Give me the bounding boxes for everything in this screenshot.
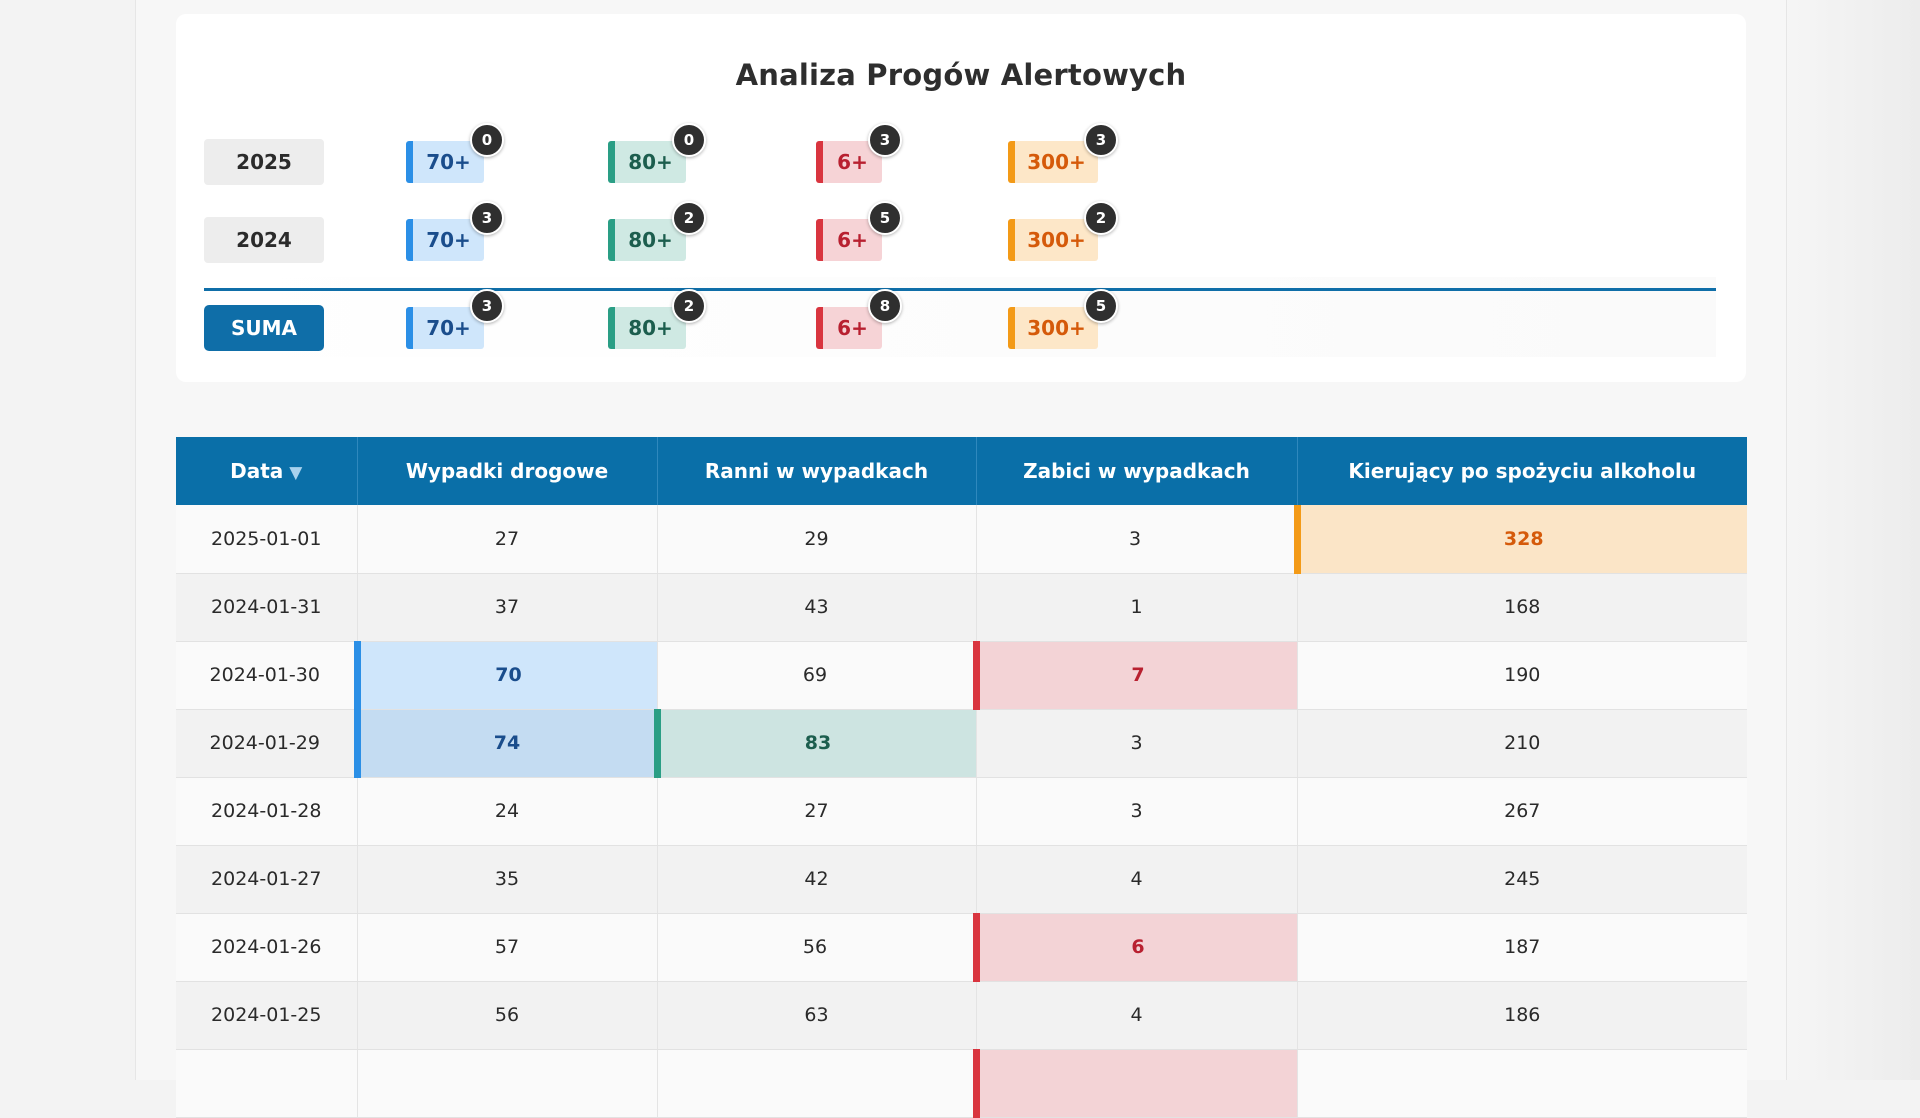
cell-date: 2024-01-30: [176, 641, 358, 710]
cell-drunk-drivers: 186: [1297, 981, 1747, 1050]
cell-killed: 4: [976, 981, 1298, 1050]
cell-killed: 3: [976, 709, 1298, 778]
table-row: [176, 1049, 1747, 1118]
column-header-injured[interactable]: Ranni w wypadkach: [657, 437, 977, 505]
threshold-chip-6[interactable]: 6+ 8: [816, 289, 902, 349]
count-badge: 5: [868, 201, 902, 235]
cell-killed: 4: [976, 845, 1298, 914]
threshold-chip-300[interactable]: 300+ 5: [1008, 289, 1118, 349]
cell-drunk-drivers: 168: [1297, 573, 1747, 642]
cell-drunk-drivers: 210: [1297, 709, 1747, 778]
column-header-drunk-drivers[interactable]: Kierujący po spożyciu alkoholu: [1297, 437, 1747, 505]
cell-killed: 3: [976, 505, 1298, 574]
cell-accidents: 37: [357, 573, 658, 642]
cell-date: 2025-01-01: [176, 505, 358, 574]
cell-injured: 29: [657, 505, 977, 574]
table-row: 2024-01-28 24 27 3 267: [176, 777, 1747, 846]
cell-date: [176, 1049, 358, 1118]
count-badge: 3: [868, 123, 902, 157]
table-row: 2024-01-30 70 69 7 190: [176, 641, 1747, 710]
threshold-chip-70[interactable]: 70+ 3: [406, 289, 504, 349]
table-header-row: Data ▼ Wypadki drogowe Ranni w wypadkach …: [176, 437, 1747, 505]
card-title: Analiza Progów Alertowych: [735, 58, 1187, 92]
cell-accidents: 56: [357, 981, 658, 1050]
column-header-killed[interactable]: Zabici w wypadkach: [976, 437, 1298, 505]
cell-killed: 1: [976, 573, 1298, 642]
accidents-table: Data ▼ Wypadki drogowe Ranni w wypadkach …: [176, 437, 1747, 1118]
column-header-date[interactable]: Data ▼: [176, 437, 358, 505]
threshold-chip-300[interactable]: 300+ 3: [1008, 123, 1118, 183]
cell-accidents: 35: [357, 845, 658, 914]
threshold-chip-80[interactable]: 80+ 2: [608, 289, 706, 349]
count-badge: 0: [672, 123, 706, 157]
cell-injured: 43: [657, 573, 977, 642]
cell-killed-alert: 7: [972, 641, 1298, 710]
total-label: SUMA: [204, 305, 324, 351]
threshold-row-total: SUMA 70+ 3 80+ 2 6+ 8 300+ 5: [176, 289, 1746, 351]
table-row: 2024-01-31 37 43 1 168: [176, 573, 1747, 642]
table-row: 2024-01-26 57 56 6 187: [176, 913, 1747, 982]
cell-killed-alert: [972, 1049, 1298, 1118]
count-badge: 5: [1084, 289, 1118, 323]
threshold-row-2025: 2025 70+ 0 80+ 0 6+ 3 300+ 3: [176, 123, 1746, 185]
year-label: 2025: [204, 139, 324, 185]
page-shadow: [1780, 0, 1920, 1080]
cell-killed-alert: 6: [972, 913, 1298, 982]
count-badge: 0: [470, 123, 504, 157]
column-header-accidents[interactable]: Wypadki drogowe: [357, 437, 658, 505]
table-row: 2024-01-29 74 83 3 210: [176, 709, 1747, 778]
cell-killed: 3: [976, 777, 1298, 846]
threshold-chip-6[interactable]: 6+ 5: [816, 201, 902, 261]
threshold-chip-70[interactable]: 70+ 3: [406, 201, 504, 261]
year-label: 2024: [204, 217, 324, 263]
table-row: 2024-01-25 56 63 4 186: [176, 981, 1747, 1050]
page-container: Analiza Progów Alertowych 2025 70+ 0 80+ 0…: [135, 0, 1787, 1118]
cell-accidents-alert: 70: [353, 641, 658, 710]
count-badge: 8: [868, 289, 902, 323]
count-badge: 3: [470, 289, 504, 323]
cell-injured: 42: [657, 845, 977, 914]
cell-drunk-drivers: 245: [1297, 845, 1747, 914]
cell-injured: 56: [657, 913, 977, 982]
cell-drunk-drivers: 267: [1297, 777, 1747, 846]
cell-injured: 63: [657, 981, 977, 1050]
table-row: 2025-01-01 27 29 3 328: [176, 505, 1747, 574]
cell-drunk-drivers-alert: 328: [1293, 505, 1747, 574]
threshold-chip-80[interactable]: 80+ 2: [608, 201, 706, 261]
count-badge: 3: [1084, 123, 1118, 157]
cell-accidents-alert: 74: [353, 709, 658, 778]
threshold-chip-70[interactable]: 70+ 0: [406, 123, 504, 183]
threshold-chip-300[interactable]: 300+ 2: [1008, 201, 1118, 261]
cell-date: 2024-01-27: [176, 845, 358, 914]
cell-accidents: 57: [357, 913, 658, 982]
cell-drunk-drivers: 187: [1297, 913, 1747, 982]
threshold-chip-80[interactable]: 80+ 0: [608, 123, 706, 183]
cell-date: 2024-01-29: [176, 709, 358, 778]
count-badge: 3: [470, 201, 504, 235]
threshold-row-2024: 2024 70+ 3 80+ 2 6+ 5 300+ 2: [176, 201, 1746, 263]
cell-injured: [657, 1049, 977, 1118]
count-badge: 2: [672, 289, 706, 323]
cell-accidents: [357, 1049, 658, 1118]
cell-date: 2024-01-26: [176, 913, 358, 982]
cell-accidents: 27: [357, 505, 658, 574]
threshold-chip-6[interactable]: 6+ 3: [816, 123, 902, 183]
cell-date: 2024-01-28: [176, 777, 358, 846]
count-badge: 2: [1084, 201, 1118, 235]
cell-drunk-drivers: [1297, 1049, 1747, 1118]
triangle-down-icon[interactable]: ▼: [289, 463, 303, 483]
threshold-summary-card: Analiza Progów Alertowych 2025 70+ 0 80+ 0…: [176, 14, 1746, 382]
cell-date: 2024-01-25: [176, 981, 358, 1050]
count-badge: 2: [672, 201, 706, 235]
table-row: 2024-01-27 35 42 4 245: [176, 845, 1747, 914]
cell-date: 2024-01-31: [176, 573, 358, 642]
cell-injured: 27: [657, 777, 977, 846]
cell-injured-alert: 83: [653, 709, 977, 778]
cell-accidents: 24: [357, 777, 658, 846]
cell-injured: 69: [657, 641, 977, 710]
total-divider: [204, 288, 1716, 291]
cell-drunk-drivers: 190: [1297, 641, 1747, 710]
